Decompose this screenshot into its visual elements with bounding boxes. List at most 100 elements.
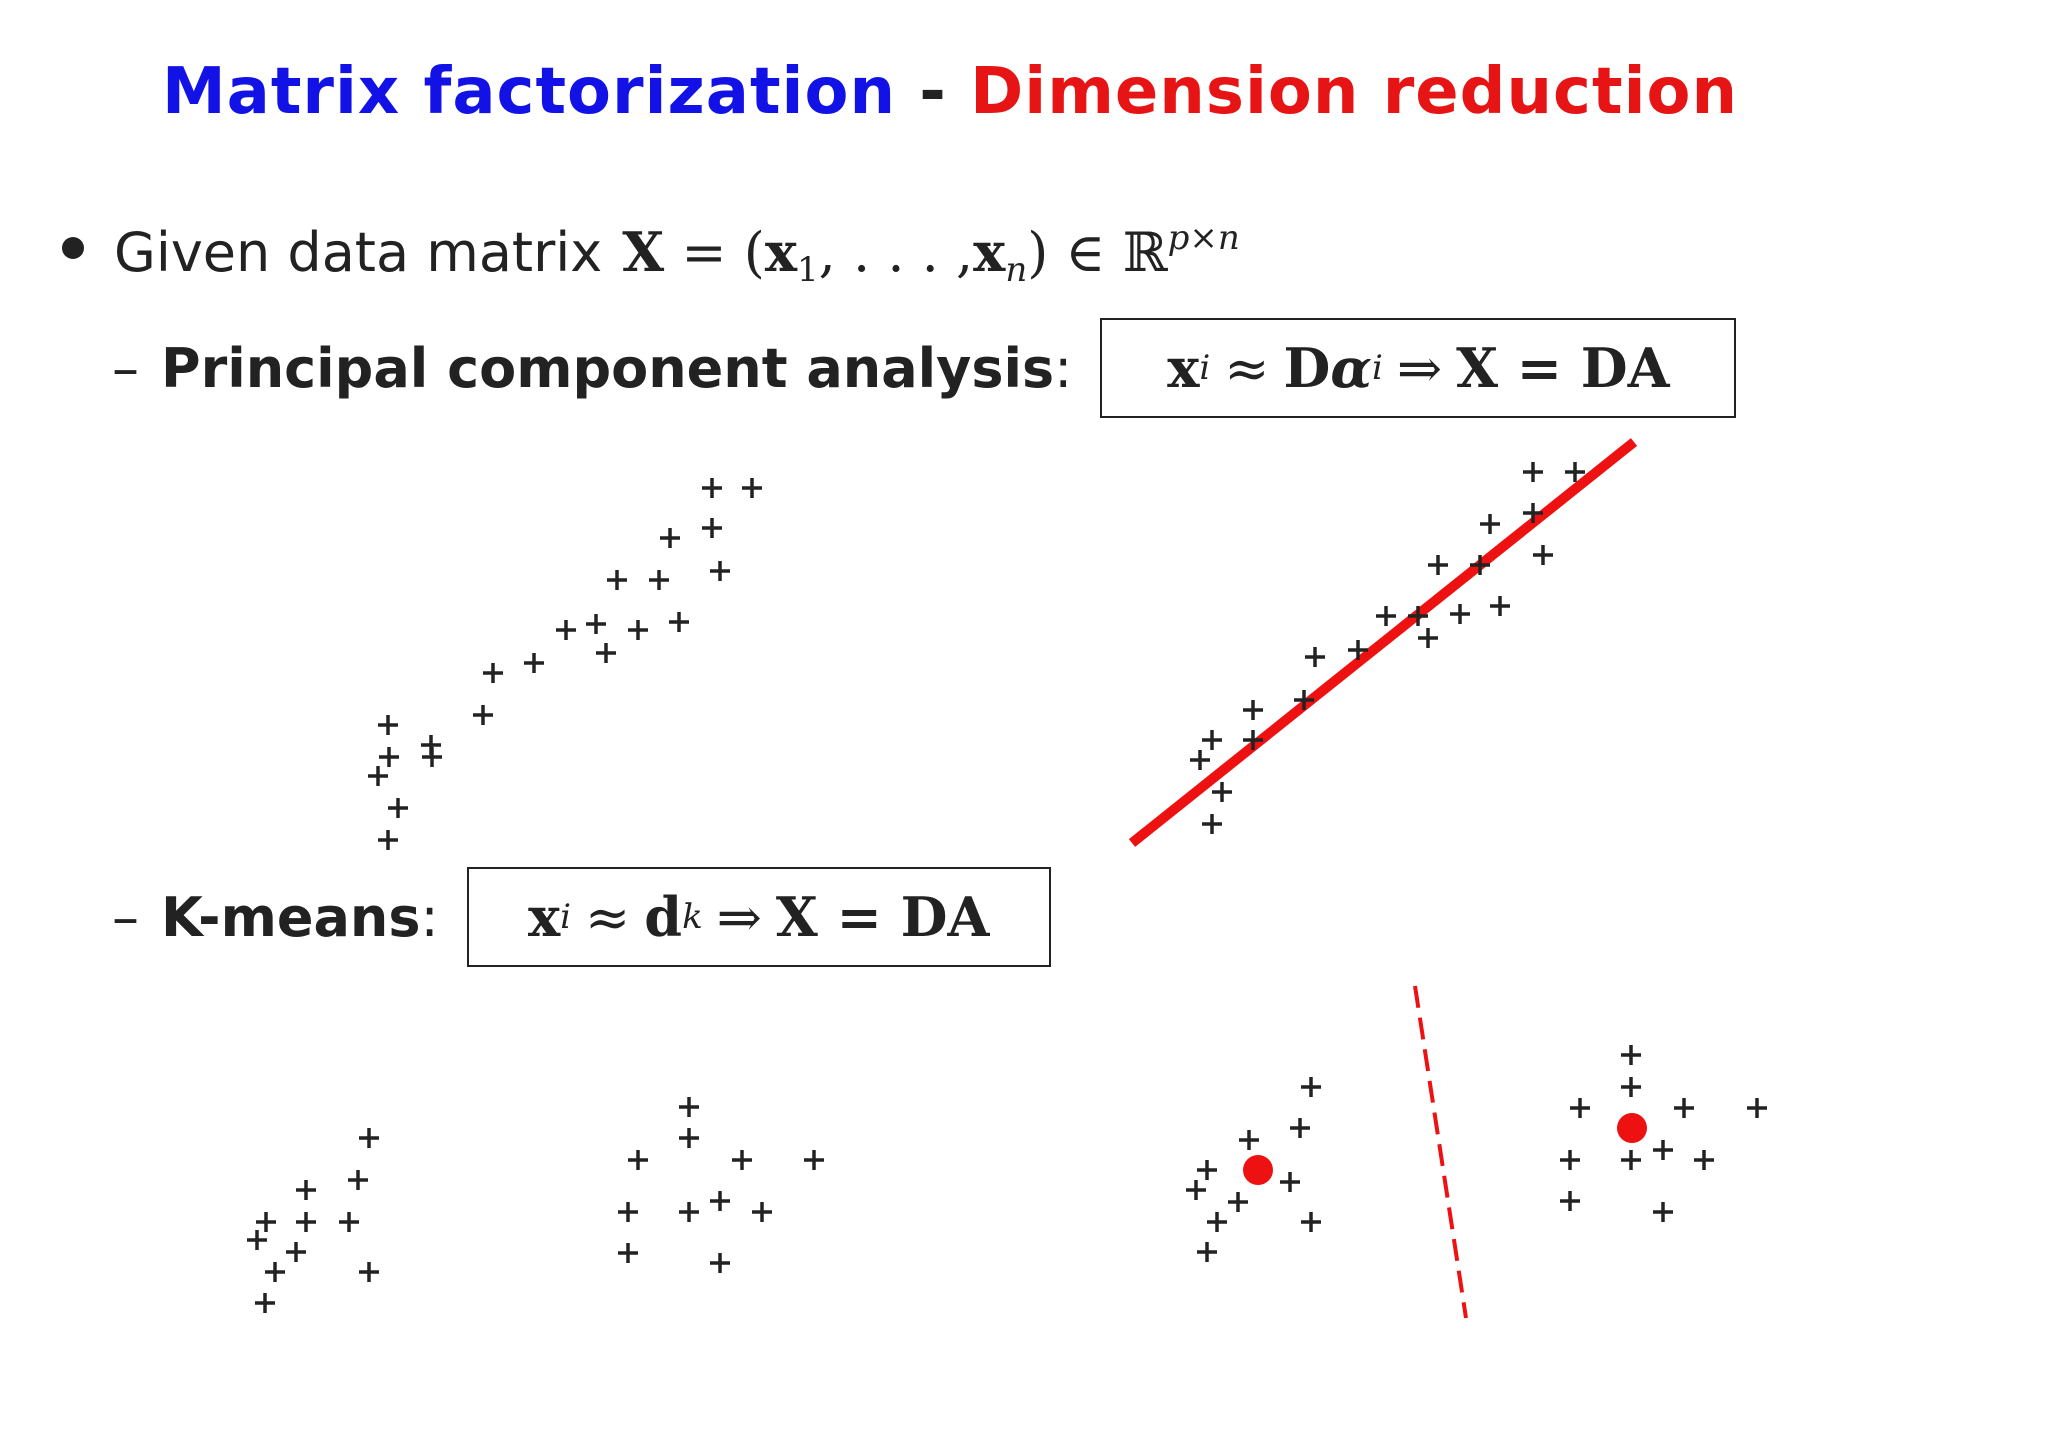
data-point-plus xyxy=(296,1180,316,1200)
pca-formula-alpha-sub: i xyxy=(1371,348,1383,388)
kmeans-dash: – xyxy=(112,885,139,949)
data-point-plus xyxy=(742,478,762,498)
data-point-plus xyxy=(1348,640,1368,660)
data-point-plus xyxy=(1280,1172,1300,1192)
pca-formula-x: x xyxy=(1167,336,1200,400)
data-point-plus xyxy=(1228,1192,1248,1212)
data-point-plus xyxy=(1408,606,1428,626)
data-point-plus xyxy=(1621,1150,1641,1170)
data-point-plus xyxy=(1202,730,1222,750)
data-point-plus xyxy=(1523,503,1543,523)
data-point-plus xyxy=(752,1202,772,1222)
eq-x1-sub: 1 xyxy=(797,250,819,290)
eq-equals: = xyxy=(681,221,727,284)
kmeans-formula-d-sub: k xyxy=(682,897,703,937)
data-point-plus xyxy=(1239,1130,1259,1150)
data-point-plus xyxy=(1621,1045,1641,1065)
data-point-plus xyxy=(286,1242,306,1262)
pca-formula-approx: ≈ xyxy=(1224,336,1270,400)
cluster-boundary-line xyxy=(1413,985,1468,1319)
data-point-plus xyxy=(679,1128,699,1148)
pca-dash: – xyxy=(112,336,139,400)
data-point-plus xyxy=(1480,514,1500,534)
data-point-plus xyxy=(1186,1180,1206,1200)
data-point-plus xyxy=(618,1202,638,1222)
data-point-plus xyxy=(1305,647,1325,667)
pca-label: Principal component analysis xyxy=(161,336,1055,400)
data-point-plus xyxy=(339,1212,359,1232)
data-point-plus xyxy=(1560,1191,1580,1211)
data-point-plus xyxy=(422,747,442,767)
data-point-plus xyxy=(618,1243,638,1263)
data-point-plus xyxy=(388,798,408,818)
eq-dots: , . . . , xyxy=(818,221,974,284)
pca-formula-D: D xyxy=(1283,336,1331,400)
data-point-plus xyxy=(255,1293,275,1313)
kmeans-formula-x-sub: i xyxy=(560,897,572,937)
data-point-plus xyxy=(660,528,680,548)
title-part-dimension-reduction: Dimension reduction xyxy=(970,55,1739,129)
data-point-plus xyxy=(378,830,398,850)
data-point-plus xyxy=(1533,545,1553,565)
eq-X: X xyxy=(622,220,665,284)
data-point-plus xyxy=(628,1150,648,1170)
data-point-plus xyxy=(1653,1202,1673,1222)
data-point-plus xyxy=(710,1253,730,1273)
data-point-plus xyxy=(359,1128,379,1148)
pca-formula-x-sub: i xyxy=(1199,348,1211,388)
eq-element-of: ∈ xyxy=(1065,221,1106,284)
data-point-plus xyxy=(586,614,606,634)
kmeans-formula-implies: ⇒ xyxy=(716,885,762,949)
eq-xn: x xyxy=(973,220,1006,284)
data-point-plus xyxy=(348,1170,368,1190)
data-point-plus xyxy=(1202,814,1222,834)
bullet-dot-icon xyxy=(62,237,84,259)
bullet-text: Given data matrix xyxy=(114,221,603,284)
data-point-plus xyxy=(1570,1098,1590,1118)
bullet-given-data-matrix: Given data matrix X = (x1, . . . ,xn) ∈ … xyxy=(62,218,1240,290)
data-point-plus xyxy=(702,478,722,498)
kmeans-formula-x: x xyxy=(527,885,561,949)
kmeans-label: K-means xyxy=(161,885,421,949)
title-separator: - xyxy=(919,55,947,129)
data-point-plus xyxy=(1243,730,1263,750)
data-point-plus xyxy=(628,620,648,640)
data-point-plus xyxy=(1694,1150,1714,1170)
data-point-plus xyxy=(710,561,730,581)
data-point-plus xyxy=(1747,1098,1767,1118)
slide-title: Matrix factorization - Dimension reducti… xyxy=(0,55,1900,129)
data-point-plus xyxy=(1301,1212,1321,1232)
data-point-plus xyxy=(1418,628,1438,648)
data-point-plus xyxy=(669,612,689,632)
eq-real-set-sup: p×n xyxy=(1167,218,1240,258)
data-point-plus xyxy=(1376,606,1396,626)
data-point-plus xyxy=(1197,1242,1217,1262)
data-point-plus xyxy=(247,1230,267,1250)
data-point-plus xyxy=(679,1097,699,1117)
data-point-plus xyxy=(596,643,616,663)
data-point-plus xyxy=(368,766,388,786)
kmeans-formula-rhs: X = DA xyxy=(775,885,990,949)
data-point-plus xyxy=(359,1262,379,1282)
kmeans-formula-approx: ≈ xyxy=(585,885,631,949)
data-point-plus xyxy=(679,1202,699,1222)
data-point-plus xyxy=(524,653,544,673)
data-point-plus xyxy=(556,620,576,640)
eq-real-set: ℝ xyxy=(1122,221,1168,284)
eq-x1: x xyxy=(764,220,798,284)
data-point-plus xyxy=(1294,690,1314,710)
eq-open-paren: ( xyxy=(743,221,765,284)
data-point-plus xyxy=(1212,782,1232,802)
data-point-plus xyxy=(607,570,627,590)
eq-xn-sub: n xyxy=(1005,250,1028,290)
data-point-plus xyxy=(1560,1150,1580,1170)
data-point-plus xyxy=(1243,700,1263,720)
data-point-plus xyxy=(1450,604,1470,624)
principal-axis-line xyxy=(1128,438,1638,847)
data-point-plus xyxy=(379,747,399,767)
